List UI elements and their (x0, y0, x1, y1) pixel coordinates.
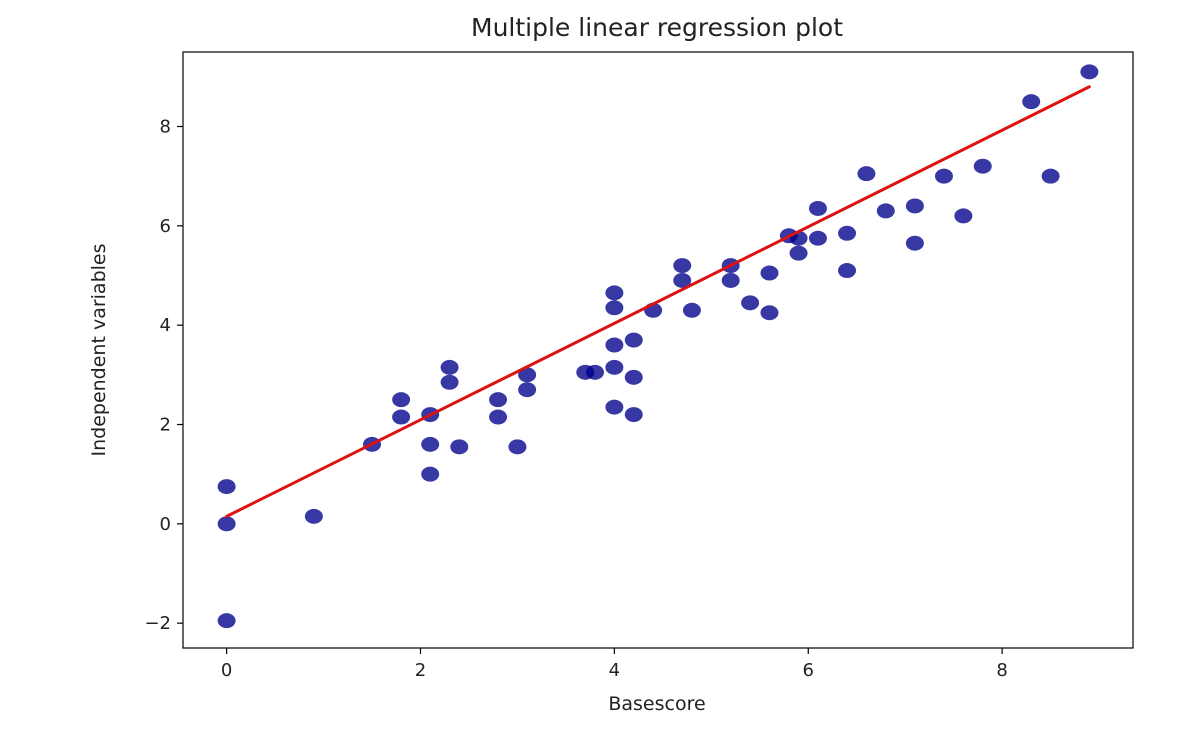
y-axis-label: Independent variables (88, 243, 110, 456)
data-point (421, 466, 440, 482)
x-axis: 0 2 4 6 8 (221, 648, 1008, 681)
plot-area (182, 51, 1134, 649)
data-point (876, 203, 895, 219)
data-point (760, 265, 779, 281)
data-point (508, 439, 527, 455)
data-point (808, 230, 827, 246)
data-point (605, 337, 624, 353)
data-point (440, 359, 459, 375)
data-point (673, 272, 692, 288)
data-point (585, 364, 604, 380)
chart-title: Multiple linear regression plot (471, 13, 843, 42)
x-tick-label: 4 (609, 660, 620, 681)
x-tick-label: 6 (803, 660, 814, 681)
y-tick-label: 6 (160, 216, 171, 237)
data-point (605, 300, 624, 316)
data-point (440, 374, 459, 390)
data-point (217, 479, 236, 495)
y-tick-label: 4 (160, 315, 171, 336)
data-point (934, 168, 953, 184)
data-point (673, 258, 692, 274)
data-point (760, 305, 779, 321)
data-point (489, 392, 508, 408)
data-point (450, 439, 469, 455)
data-point (905, 235, 924, 251)
y-axis: −2 0 2 4 6 8 (144, 117, 183, 634)
data-point (421, 436, 440, 452)
data-point (1022, 94, 1041, 110)
x-axis-label: Basescore (608, 693, 705, 715)
data-point (518, 382, 537, 398)
data-point (624, 332, 643, 348)
data-point (808, 200, 827, 216)
x-tick-label: 0 (221, 660, 232, 681)
data-point (905, 198, 924, 214)
y-tick-label: 8 (160, 117, 171, 138)
data-point (1041, 168, 1060, 184)
data-point (838, 225, 857, 241)
data-point (392, 392, 411, 408)
data-point (789, 245, 808, 261)
data-point (392, 409, 411, 425)
data-point (741, 295, 760, 311)
data-point (973, 158, 992, 174)
data-point (605, 399, 624, 415)
data-point (217, 613, 236, 629)
data-point (624, 407, 643, 423)
data-point (857, 166, 876, 182)
data-point (518, 367, 537, 383)
data-point (304, 508, 323, 524)
data-point (682, 302, 701, 318)
data-point (1080, 64, 1099, 80)
data-point (624, 369, 643, 385)
data-point (605, 285, 624, 301)
data-point (489, 409, 508, 425)
data-point (721, 272, 740, 288)
y-tick-label: 0 (160, 514, 171, 535)
y-tick-label: −2 (144, 613, 171, 634)
x-tick-label: 8 (996, 660, 1007, 681)
data-point (954, 208, 973, 224)
x-tick-label: 2 (415, 660, 426, 681)
data-point (838, 263, 857, 279)
data-point (217, 516, 236, 532)
data-point (605, 359, 624, 375)
y-tick-label: 2 (160, 415, 171, 436)
regression-line (225, 85, 1091, 518)
